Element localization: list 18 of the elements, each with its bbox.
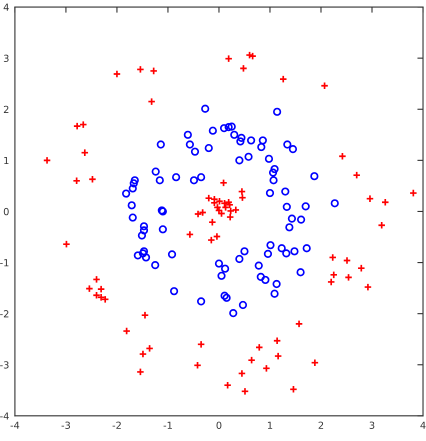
x-tick-label: 2	[318, 422, 324, 429]
y-tick-label: 1	[4, 156, 8, 164]
x-tick-label: -4	[10, 422, 20, 429]
y-tick-label: -1	[0, 259, 8, 266]
y-tick-label: -2	[0, 310, 8, 318]
y-tick-label: 0	[4, 208, 9, 216]
y-tick-label: -3	[0, 361, 9, 369]
x-tick-label: 4	[420, 422, 426, 429]
x-tick-label: -1	[164, 422, 172, 429]
y-tick-label: 3	[4, 54, 9, 62]
y-tick-label: 4	[4, 4, 9, 11]
x-tick-label: -3	[62, 422, 70, 429]
x-tick-label: 3	[370, 422, 374, 429]
x-tick-label: -2	[112, 422, 121, 429]
x-tick-label: 1	[268, 422, 272, 429]
y-tick-label: 2	[4, 106, 8, 113]
y-tick-label: -4	[0, 412, 9, 420]
x-tick-label: 0	[216, 422, 222, 429]
